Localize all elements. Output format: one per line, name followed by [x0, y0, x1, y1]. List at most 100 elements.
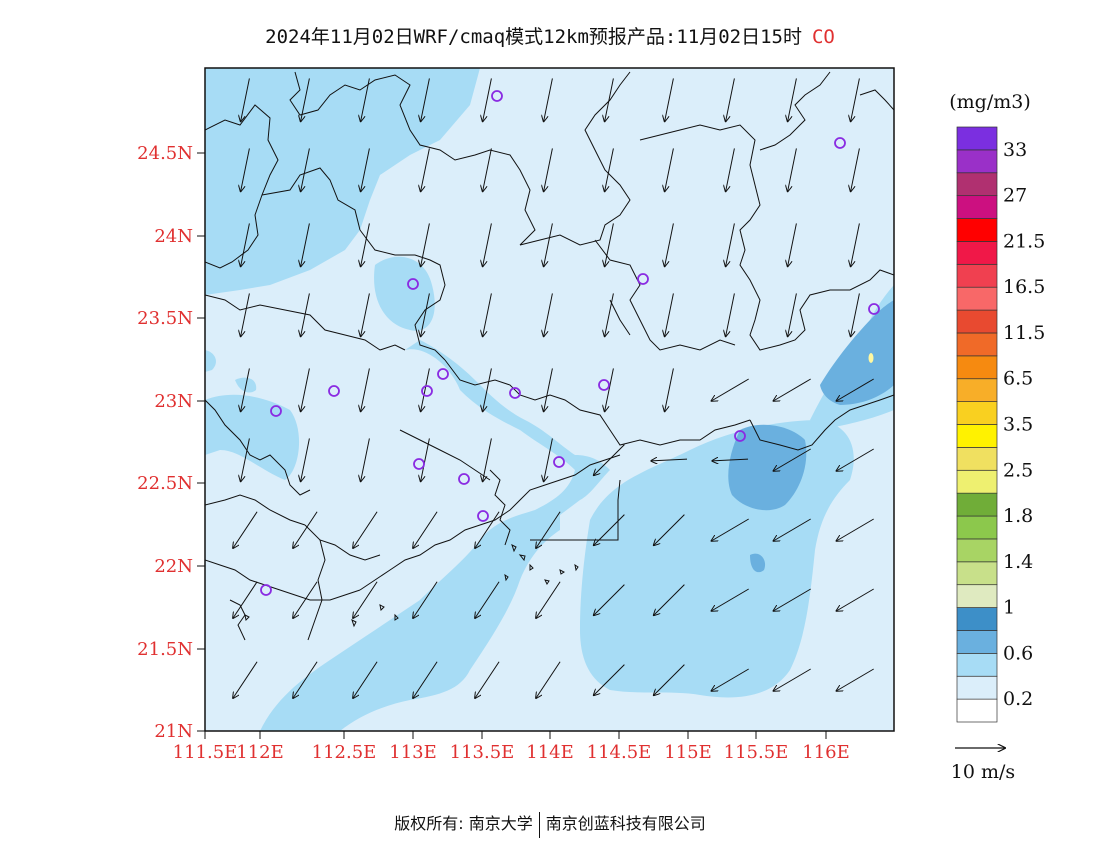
station-circle-icon	[734, 430, 746, 442]
wind-arrow-icon	[605, 223, 614, 266]
latitude-label: 23N	[154, 391, 193, 412]
colorbar-labels: 0.2 0.6 1 1.4 1.8 2.5 3.5 6.5 11.5 16.5 21.5 27 33	[1003, 139, 1045, 710]
wind-arrow-icon	[836, 378, 874, 401]
wind-arrow-icon	[665, 148, 674, 191]
wind-arrow-icon	[413, 661, 438, 699]
station-circle-icon	[868, 303, 880, 315]
station-circle-icon	[270, 405, 282, 417]
wind-legend-label: 10 m/s	[951, 761, 1015, 783]
longitude-label: 115E	[664, 742, 712, 763]
latitude-label: 23.5N	[137, 308, 193, 329]
wind-arrow-icon	[544, 148, 553, 191]
wind-arrow-icon	[241, 148, 250, 191]
wind-arrow-icon	[483, 438, 492, 481]
wind-arrow-icon	[421, 293, 430, 336]
wind-arrow-icon	[726, 293, 735, 336]
colorbar-segment	[956, 218, 998, 242]
wind-arrow-icon	[836, 518, 874, 541]
wind-arrow-icon	[654, 584, 685, 616]
wind-arrow-icon	[665, 78, 674, 121]
wind-arrow-icon	[773, 668, 811, 691]
wind-arrow-icon	[654, 514, 685, 546]
wind-arrow-icon	[301, 293, 310, 336]
wind-arrow-icon	[594, 584, 625, 616]
wind-arrow-icon	[361, 223, 370, 266]
wind-arrow-icon	[421, 223, 430, 266]
wind-arrow-icon	[301, 368, 310, 411]
wind-arrow-icon	[836, 668, 874, 691]
station-circle-icon	[407, 278, 419, 290]
wind-arrow-icon	[711, 588, 749, 611]
wind-arrow-icon	[605, 78, 614, 121]
colorbar-segment	[956, 241, 998, 265]
station-circle-icon	[637, 273, 649, 285]
longitude-label: 112E	[236, 742, 284, 763]
wind-arrow-icon	[594, 514, 625, 546]
wind-arrow-icon	[241, 368, 250, 411]
wind-arrow-icon	[544, 223, 553, 266]
wind-arrow-icon	[851, 148, 860, 191]
station-circle-icon	[834, 137, 846, 149]
longitude-label: 113.5E	[450, 742, 515, 763]
wind-arrow-icon	[421, 148, 430, 191]
latitude-label: 24N	[154, 226, 193, 247]
wind-arrow-icon	[654, 664, 685, 696]
wind-arrow-icon	[293, 511, 318, 549]
map-title: 2024年11月02日WRF/cmaq模式12km预报产品:11月02日15时 C…	[0, 22, 1100, 49]
colorbar-label: 2.5	[1003, 459, 1033, 481]
wind-arrow-icon	[353, 581, 378, 619]
wind-arrow-icon	[605, 148, 614, 191]
colorbar-label: 1	[1003, 597, 1015, 619]
wind-arrow-icon	[665, 223, 674, 266]
wind-arrow-icon	[361, 293, 370, 336]
latitude-label: 22N	[154, 556, 193, 577]
latitude-label: 21N	[154, 721, 193, 742]
wind-arrow-icon	[726, 148, 735, 191]
longitude-label: 114E	[526, 742, 574, 763]
wind-arrow-icon	[836, 448, 874, 471]
wind-arrow-icon	[773, 588, 811, 611]
colorbar-segment	[956, 561, 998, 586]
colorbar-segment	[956, 149, 998, 174]
wind-arrow-icon	[544, 293, 553, 336]
colorbar-segment	[956, 538, 998, 563]
longitude-label: 116E	[802, 742, 850, 763]
colorbar-segment	[956, 607, 998, 631]
longitude-label: 113E	[389, 742, 437, 763]
colorbar-segment	[956, 515, 998, 540]
wind-arrow-icon	[421, 438, 430, 481]
wind-arrow-icon	[475, 511, 500, 549]
longitude-label: 111.5E	[173, 742, 238, 763]
longitude-label: 115.5E	[724, 742, 789, 763]
footer-separator	[538, 811, 540, 838]
colorbar-segment	[956, 675, 998, 700]
footer: 版权所有: 南京大学 南京创蓝科技有限公司	[0, 810, 1100, 838]
wind-arrow-icon	[293, 661, 318, 699]
colorbar-unit: (mg/m3)	[949, 91, 1031, 113]
latitude-label: 22.5N	[137, 473, 193, 494]
wind-arrow-icon	[851, 293, 860, 336]
wind-arrow-icon	[665, 293, 674, 336]
wind-arrow-icon	[536, 581, 561, 619]
wind-arrow-icon	[413, 581, 438, 619]
wind-arrow-icon	[788, 223, 797, 266]
colorbar-label: 0.6	[1003, 642, 1033, 664]
wind-arrow-icon	[483, 368, 492, 411]
wind-arrow-icon	[301, 438, 310, 481]
colorbar-label: 3.5	[1003, 414, 1033, 436]
footer-partner: 南京创蓝科技有限公司	[545, 814, 706, 833]
wind-arrow-icon	[483, 78, 492, 121]
wind-arrow-icon	[651, 459, 688, 461]
station-circle-icon	[553, 456, 565, 468]
colorbar-segment	[956, 263, 998, 288]
station-circle-icon	[598, 379, 610, 391]
islands	[244, 544, 579, 628]
station-circle-icon	[491, 90, 503, 102]
colorbar-segment	[956, 378, 998, 402]
boundary-lines	[205, 71, 894, 641]
station-circle-icon	[509, 387, 521, 399]
colorbar-label: 33	[1003, 139, 1027, 161]
wind-arrow-icon	[544, 78, 553, 121]
